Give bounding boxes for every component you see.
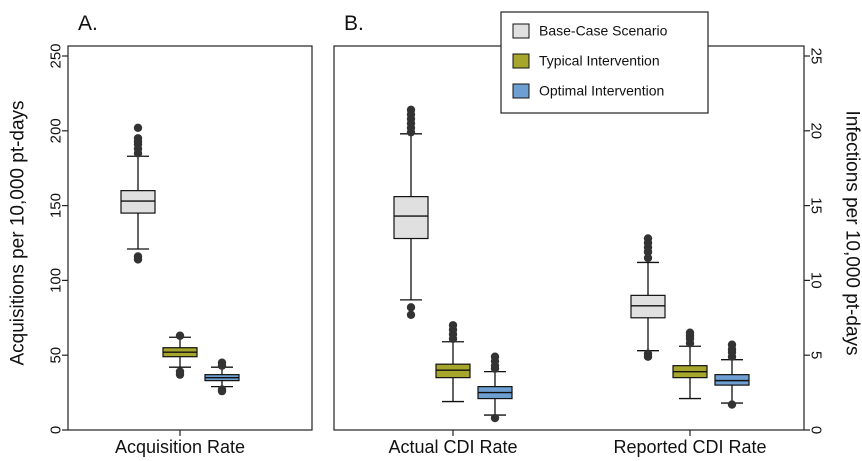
outlier-point [133, 134, 143, 143]
outlier-point [490, 352, 500, 361]
outlier-point [727, 400, 737, 409]
iqr-box [393, 196, 429, 240]
box-optimal [714, 340, 750, 409]
outlier-point [133, 123, 143, 133]
y-tick-label: 0 [48, 426, 65, 434]
legend: Base-Case Scenario Typical Intervention Op… [500, 11, 709, 114]
y-tick-label: 5 [808, 351, 825, 359]
y-tick-label: 50 [48, 347, 65, 364]
y-axis-title: Acquisitions per 10,000 pt-days [8, 100, 29, 365]
iqr-box [435, 363, 471, 379]
box-base-case [120, 123, 156, 264]
y-tick-label: 250 [48, 43, 65, 68]
x-category-label: Actual CDI Rate [388, 437, 517, 457]
outlier-point [217, 358, 227, 367]
legend-item-base-case: Base-Case Scenario [512, 23, 668, 39]
outlier-point [175, 367, 185, 376]
outlier-point [643, 349, 653, 358]
panel-b: B. 0 5 10 15 20 25 Infections per 10,000 pt-day… [333, 12, 862, 457]
y-tick-label: 10 [808, 272, 825, 289]
outlier-point [406, 105, 416, 115]
outlier-point [490, 413, 500, 423]
box-base-case [393, 105, 429, 320]
legend-swatch [512, 53, 530, 69]
y-tick-label: 20 [808, 122, 825, 139]
outlier-point [727, 340, 737, 349]
box-base-case [630, 234, 666, 361]
outlier-point [217, 385, 227, 394]
legend-frame [500, 11, 709, 114]
box-typical [435, 321, 471, 403]
iqr-box [120, 190, 156, 214]
legend-item-optimal: Optimal Intervention [512, 83, 664, 99]
box-optimal [204, 358, 240, 396]
y-tick-label: 0 [808, 426, 825, 434]
box-typical [162, 331, 198, 379]
outlier-point [448, 321, 458, 330]
outlier-point [643, 234, 653, 243]
legend-swatch [512, 23, 530, 39]
x-category-label: Reported CDI Rate [613, 437, 766, 457]
y-tick-label: 100 [48, 268, 65, 293]
outlier-point [685, 328, 695, 337]
legend-item-typical: Typical Intervention [512, 53, 660, 69]
panel-a: A. 0 50 100 150 200 250 Acquisitions per 10,000… [8, 12, 313, 457]
y-tick-label: 15 [808, 197, 825, 214]
outlier-point [406, 303, 416, 312]
iqr-box [630, 294, 666, 319]
panel-label: A. [78, 12, 98, 35]
y-tick-label: 200 [48, 118, 65, 143]
iqr-box [714, 374, 750, 386]
y-tick-label: 150 [48, 193, 65, 218]
panel-label: B. [344, 12, 364, 35]
legend-label: Optimal Intervention [539, 83, 664, 99]
y-tick-label: 25 [808, 48, 825, 65]
legend-swatch [512, 83, 530, 99]
outlier-point [175, 331, 185, 340]
plot-frame [67, 45, 313, 431]
legend-label: Typical Intervention [539, 53, 660, 69]
box-optimal [477, 352, 513, 423]
outlier-point [133, 252, 143, 261]
y-axis-title: Infections per 10,000 pt-days [842, 110, 862, 355]
legend-label: Base-Case Scenario [539, 23, 668, 39]
box-typical [672, 328, 708, 400]
x-category-label: Acquisition Rate [115, 437, 245, 457]
outlier-point [643, 253, 653, 263]
outlier-point [406, 310, 416, 320]
